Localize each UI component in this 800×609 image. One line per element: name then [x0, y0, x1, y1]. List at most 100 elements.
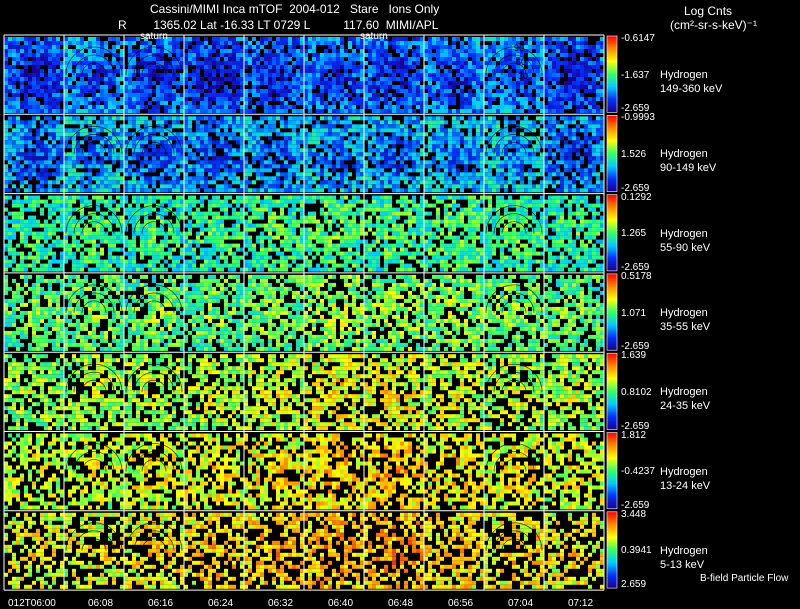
- heatmap-cell: [144, 49, 148, 53]
- heatmap-cell: [40, 263, 44, 268]
- heatmap-cell: [152, 128, 156, 133]
- heatmap-cell: [356, 45, 360, 49]
- heatmap-cell: [16, 120, 20, 125]
- heatmap-cell: [196, 116, 200, 121]
- heatmap-cell: [168, 132, 172, 137]
- heatmap-cell: [244, 57, 248, 61]
- heatmap-cell: [48, 45, 52, 49]
- heatmap-cell: [336, 160, 340, 165]
- heatmap-cell: [292, 168, 296, 173]
- heatmap-cell: [452, 140, 456, 145]
- heatmap-cell: [344, 65, 348, 69]
- heatmap-cell: [356, 101, 360, 105]
- heatmap-cell: [516, 168, 520, 173]
- heatmap-cell: [528, 37, 532, 41]
- heatmap-cell: [12, 49, 16, 53]
- heatmap-cell: [488, 172, 492, 177]
- heatmap-cell: [92, 176, 96, 181]
- heatmap-cell: [40, 120, 44, 125]
- heatmap-cell: [236, 105, 240, 109]
- heatmap-cell: [216, 101, 220, 105]
- heatmap-cell: [172, 105, 176, 109]
- heatmap-cell: [8, 180, 12, 185]
- heatmap-cell: [552, 132, 556, 137]
- heatmap-cell: [224, 120, 228, 125]
- heatmap-cell: [572, 136, 576, 141]
- heatmap-cell: [368, 45, 372, 49]
- heatmap-cell: [4, 61, 8, 65]
- heatmap-cell: [144, 81, 148, 85]
- heatmap-cell: [8, 109, 12, 113]
- heatmap-cell: [16, 109, 20, 113]
- heatmap-cell: [512, 128, 516, 133]
- heatmap-cell: [80, 164, 84, 169]
- heatmap-cell: [320, 128, 324, 133]
- heatmap-cell: [464, 81, 468, 85]
- heatmap-cell: [396, 45, 400, 49]
- heatmap-cell: [232, 152, 236, 157]
- heatmap-cell: [304, 148, 308, 153]
- heatmap-cell: [336, 65, 340, 69]
- heatmap-cell: [152, 89, 156, 93]
- heatmap-cell: [500, 144, 504, 149]
- heatmap-cell: [400, 124, 404, 129]
- heatmap-cell: [480, 168, 484, 173]
- heatmap-cell: [288, 164, 292, 169]
- heatmap-cell: [460, 116, 464, 121]
- heatmap-cell: [252, 53, 256, 57]
- heatmap-cell: [328, 160, 332, 165]
- heatmap-cell: [412, 37, 416, 41]
- heatmap-cell: [516, 184, 520, 189]
- heatmap-cell: [556, 136, 560, 141]
- heatmap-cell: [592, 89, 596, 93]
- heatmap-cell: [160, 81, 164, 85]
- heatmap-cell: [180, 77, 184, 81]
- heatmap-cell: [360, 61, 364, 65]
- heatmap-cell: [580, 168, 584, 173]
- heatmap-cell: [56, 97, 60, 101]
- heatmap-cell: [48, 132, 52, 137]
- heatmap-cell: [468, 128, 472, 133]
- heatmap-cell: [180, 124, 184, 129]
- heatmap-cell: [380, 89, 384, 93]
- heatmap-cell: [268, 37, 272, 41]
- heatmap-cell: [176, 132, 180, 137]
- heatmap-cell: [484, 49, 488, 53]
- heatmap-cell: [28, 109, 32, 113]
- heatmap-cell: [332, 69, 336, 73]
- heatmap-cell: [12, 164, 16, 169]
- heatmap-cell: [44, 85, 48, 89]
- heatmap-cell: [260, 160, 264, 165]
- heatmap-cell: [228, 77, 232, 81]
- heatmap-cell: [56, 219, 60, 224]
- heatmap-cell: [32, 144, 36, 149]
- heatmap-cell: [292, 41, 296, 45]
- heatmap-cell: [232, 85, 236, 89]
- heatmap-cell: [48, 136, 52, 141]
- heatmap-cell: [300, 136, 304, 141]
- heatmap-cell: [52, 53, 56, 57]
- heatmap-cell: [476, 164, 480, 169]
- heatmap-cell: [456, 73, 460, 77]
- heatmap-cell: [360, 136, 364, 141]
- heatmap-cell: [496, 89, 500, 93]
- heatmap-cell: [420, 152, 424, 157]
- heatmap-cell: [456, 180, 460, 185]
- heatmap-cell: [84, 105, 88, 109]
- heatmap-cell: [472, 97, 476, 101]
- heatmap-cell: [416, 128, 420, 133]
- heatmap-cell: [84, 65, 88, 69]
- heatmap-cell: [208, 93, 212, 97]
- heatmap-cell: [12, 69, 16, 73]
- heatmap-cell: [588, 120, 592, 125]
- heatmap-cell: [20, 120, 24, 125]
- heatmap-cell: [264, 69, 268, 73]
- heatmap-cell: [344, 188, 348, 193]
- heatmap-cell: [108, 109, 112, 113]
- heatmap-cell: [464, 156, 468, 161]
- heatmap-cell: [376, 184, 380, 189]
- heatmap-cell: [264, 109, 268, 113]
- heatmap-cell: [172, 136, 176, 141]
- heatmap-cell: [304, 65, 308, 69]
- heatmap-cell: [496, 180, 500, 185]
